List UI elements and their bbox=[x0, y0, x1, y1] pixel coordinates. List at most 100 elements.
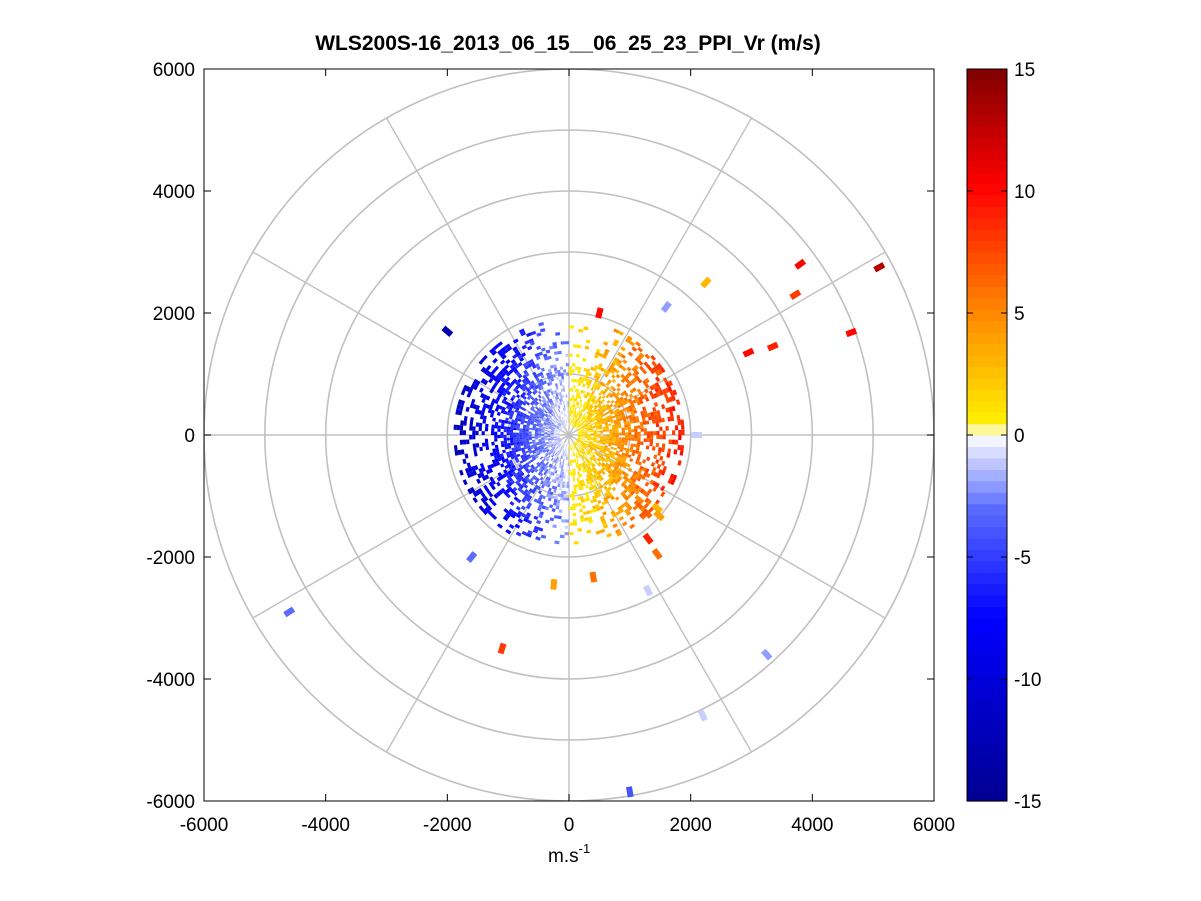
velocity-gate bbox=[535, 417, 539, 421]
velocity-gate bbox=[585, 443, 589, 446]
velocity-gate bbox=[531, 400, 536, 405]
velocity-gate bbox=[539, 460, 544, 465]
velocity-gate bbox=[467, 488, 473, 495]
velocity-gate bbox=[632, 372, 638, 378]
velocity-gate bbox=[545, 441, 549, 444]
velocity-gate bbox=[480, 410, 485, 416]
velocity-gate bbox=[679, 450, 684, 456]
velocity-gate bbox=[526, 414, 530, 418]
velocity-gate bbox=[490, 374, 496, 380]
velocity-gate bbox=[567, 466, 569, 470]
velocity-gate bbox=[601, 471, 606, 475]
velocity-gate bbox=[480, 471, 485, 478]
velocity-gate bbox=[545, 426, 549, 429]
velocity-gate bbox=[582, 511, 588, 516]
velocity-gate bbox=[575, 455, 578, 459]
velocity-gate bbox=[515, 459, 520, 464]
velocity-gate bbox=[609, 462, 614, 467]
velocity-gate bbox=[581, 455, 585, 459]
velocity-gate bbox=[598, 415, 602, 419]
velocity-gate bbox=[474, 409, 479, 415]
velocity-gate bbox=[590, 451, 595, 455]
velocity-gate bbox=[607, 454, 612, 458]
velocity-gate bbox=[570, 472, 573, 476]
velocity-gate bbox=[575, 445, 578, 449]
velocity-gate bbox=[569, 532, 574, 536]
velocity-gate bbox=[599, 448, 604, 452]
velocity-gate bbox=[561, 421, 564, 425]
velocity-gate bbox=[501, 367, 507, 373]
velocity-gate bbox=[583, 427, 587, 430]
velocity-gate bbox=[573, 459, 576, 463]
velocity-gate bbox=[656, 464, 662, 470]
isolated-gate bbox=[794, 258, 807, 270]
velocity-gate bbox=[577, 443, 581, 447]
velocity-gate bbox=[547, 422, 551, 425]
velocity-gate bbox=[536, 423, 540, 426]
velocity-gate bbox=[626, 448, 630, 452]
velocity-gate bbox=[483, 368, 489, 375]
velocity-gate bbox=[642, 379, 648, 385]
velocity-gate bbox=[511, 471, 516, 476]
velocity-gate bbox=[578, 434, 582, 435]
velocity-gate bbox=[541, 419, 545, 422]
velocity-gate bbox=[589, 457, 593, 461]
velocity-gate bbox=[569, 444, 571, 448]
velocity-gate bbox=[522, 401, 527, 406]
velocity-gate bbox=[554, 438, 558, 440]
velocity-gate bbox=[512, 361, 518, 367]
velocity-gate bbox=[596, 435, 600, 437]
velocity-gate bbox=[586, 441, 590, 444]
velocity-gate bbox=[548, 474, 552, 479]
velocity-gate bbox=[616, 418, 621, 422]
velocity-gate bbox=[574, 425, 577, 428]
velocity-gate bbox=[573, 443, 575, 447]
velocity-gate bbox=[543, 422, 547, 426]
velocity-gate bbox=[469, 471, 475, 477]
velocity-gate bbox=[547, 439, 552, 441]
velocity-gate bbox=[603, 435, 607, 437]
colorbar-swatch bbox=[967, 778, 1007, 791]
velocity-gate bbox=[605, 403, 610, 408]
velocity-gate bbox=[574, 407, 577, 411]
velocity-gate bbox=[595, 411, 600, 415]
velocity-gate bbox=[517, 510, 523, 516]
velocity-gate bbox=[551, 445, 555, 449]
velocity-gate bbox=[540, 480, 544, 485]
velocity-gate bbox=[527, 460, 532, 465]
velocity-gate bbox=[561, 417, 564, 421]
velocity-gate bbox=[634, 484, 640, 490]
velocity-gate bbox=[537, 445, 541, 449]
velocity-gate bbox=[604, 373, 609, 378]
velocity-gate bbox=[500, 456, 505, 461]
velocity-gate bbox=[544, 429, 548, 432]
velocity-gate bbox=[495, 378, 501, 384]
velocity-gate bbox=[504, 400, 509, 406]
velocity-gate bbox=[481, 475, 487, 481]
velocity-gate bbox=[531, 465, 536, 470]
velocity-gate bbox=[628, 405, 633, 410]
velocity-gate bbox=[613, 328, 620, 334]
velocity-gate bbox=[503, 379, 508, 385]
velocity-gate bbox=[621, 430, 625, 433]
velocity-gate bbox=[472, 426, 476, 431]
velocity-gate bbox=[554, 444, 557, 447]
velocity-gate bbox=[515, 480, 520, 485]
velocity-gate bbox=[512, 405, 517, 410]
velocity-gate bbox=[593, 431, 597, 433]
velocity-gate bbox=[488, 481, 494, 487]
velocity-gate bbox=[632, 406, 637, 411]
velocity-gate bbox=[510, 442, 514, 446]
velocity-gate bbox=[556, 435, 560, 436]
velocity-gate bbox=[579, 440, 583, 443]
velocity-gate bbox=[631, 413, 636, 418]
colorbar-swatch bbox=[967, 503, 1007, 516]
velocity-gate bbox=[630, 485, 635, 491]
velocity-gate bbox=[561, 449, 564, 453]
velocity-gate bbox=[594, 378, 599, 383]
velocity-gate bbox=[635, 415, 639, 420]
velocity-gate bbox=[573, 420, 575, 424]
velocity-gate bbox=[624, 508, 630, 514]
colorbar-swatch bbox=[967, 332, 1007, 345]
velocity-gate bbox=[594, 451, 599, 454]
